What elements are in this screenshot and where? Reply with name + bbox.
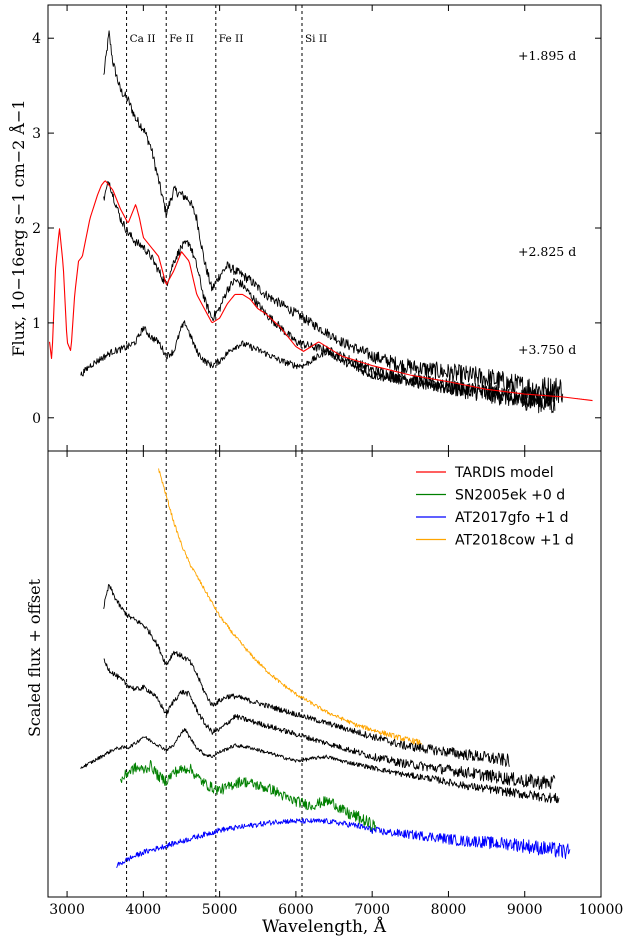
bottom-spectrum-2 (103, 658, 556, 790)
epoch-label: +2.825 d (518, 244, 576, 259)
x-tick-label: 8000 (431, 902, 467, 918)
top-spectrum-1 (103, 180, 556, 414)
top-panel-frame (47, 4, 602, 452)
epoch-label: +3.750 d (518, 342, 576, 357)
bottom-panel-frame (47, 450, 602, 898)
bottom-x-axis: 3000 4000 5000 6000 7000 8000 9000 10000 (49, 451, 623, 918)
tardis-model-spectrum (48, 180, 593, 402)
top-annotations: Ca II Fe II Fe II Si II (130, 33, 328, 45)
top-spectrum-0 (103, 30, 564, 404)
x-tick-label: 5000 (202, 902, 238, 918)
x-tick-label: 3000 (49, 902, 85, 918)
bottom-spectrum-3 (80, 728, 560, 804)
x-tick-label: 6000 (278, 902, 314, 918)
top-y-axis: 0 1 2 3 4 (32, 31, 601, 427)
bottom-spectrum-1 (103, 584, 510, 767)
x-tick-label: 4000 (126, 902, 162, 918)
bottom-line-markers (126, 451, 303, 897)
legend: TARDIS model SN2005ek +0 d AT2017gfo +1 d A… (416, 465, 574, 549)
top-y-axis-label: Flux, 10−16erg s−1 cm−2 Å−1 (8, 99, 28, 356)
legend-label-tardis-model: TARDIS model (454, 465, 554, 481)
legend-label-at2017gfo-1-d: AT2017gfo +1 d (455, 510, 568, 526)
top-y-tick-label: 4 (32, 31, 41, 47)
epoch-labels: +1.895 d +2.825 d +3.750 d (518, 48, 576, 357)
top-spectrum-2 (80, 320, 556, 409)
legend-label-sn2005ek-0-d: SN2005ek +0 d (455, 488, 565, 504)
top-panel: 0 1 2 3 4 Ca II Fe II Fe II Si II +1.895 d +2.82… (8, 4, 602, 452)
legend-label-at2018cow-1-d: AT2018cow +1 d (455, 533, 574, 549)
x-axis-label: Wavelength, Å (262, 916, 387, 937)
top-y-tick-label: 1 (32, 316, 41, 332)
annotation-fe-ii: Fe II (219, 33, 244, 45)
top-y-tick-label: 3 (32, 126, 41, 142)
annotation-si-ii: Si II (305, 33, 327, 45)
at2017gfo-1-d-spectrum (116, 818, 571, 869)
annotation-ca-ii: Ca II (130, 33, 156, 45)
top-line-markers (126, 5, 303, 451)
sn2005ek-0-d-spectrum (120, 759, 376, 834)
x-tick-label: 10000 (579, 902, 624, 918)
x-tick-label: 7000 (354, 902, 390, 918)
bottom-series-group (80, 468, 571, 869)
bottom-y-axis-label: Scaled flux + offset (25, 578, 44, 737)
top-series-group (48, 30, 593, 414)
x-tick-label: 9000 (507, 902, 543, 918)
at2018cow-1-d-spectrum (158, 468, 422, 746)
annotation-fe-ii: Fe II (169, 33, 194, 45)
top-y-tick-label: 2 (32, 221, 41, 237)
top-x-ticks (66, 5, 602, 451)
epoch-label: +1.895 d (518, 48, 576, 63)
top-y-tick-label: 0 (32, 411, 41, 427)
bottom-panel: 3000 4000 5000 6000 7000 8000 9000 10000 TARDIS… (25, 450, 623, 937)
